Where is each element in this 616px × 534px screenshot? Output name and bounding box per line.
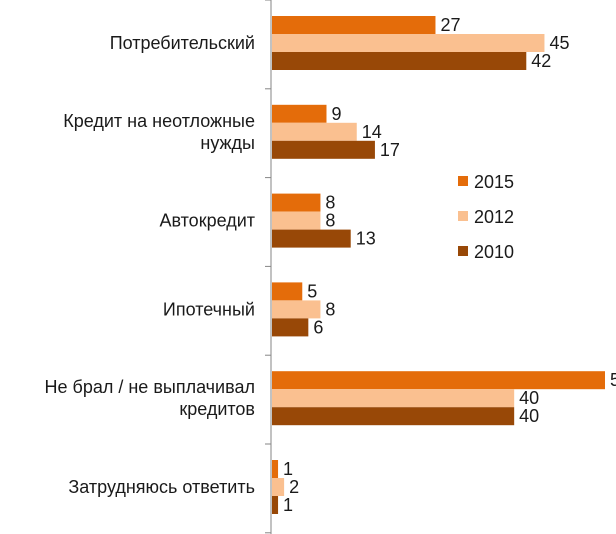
- legend-label: 2010: [474, 242, 514, 262]
- bar-2015: [272, 371, 605, 390]
- category-label-line: кредитов: [179, 399, 255, 419]
- bar-2010: [272, 496, 279, 514]
- value-label: 8: [325, 299, 335, 319]
- bar-2015: [272, 16, 436, 34]
- category-label-line: Ипотечный: [163, 299, 255, 319]
- category-label-line: нужды: [200, 133, 255, 153]
- bar-2012: [272, 34, 545, 52]
- value-label: 42: [531, 51, 551, 71]
- value-label: 6: [313, 317, 323, 337]
- value-label: 8: [325, 193, 335, 213]
- legend-label: 2012: [474, 207, 514, 227]
- value-label: 8: [325, 211, 335, 231]
- legend-label: 2015: [474, 172, 514, 192]
- axis: [265, 0, 272, 534]
- legend-swatch-2012: [458, 211, 468, 221]
- bar-2015: [272, 193, 321, 212]
- category-label: Автокредит: [159, 211, 255, 231]
- value-label: 9: [331, 104, 341, 124]
- bar-2012: [272, 211, 321, 230]
- legend: 2015 2012 2010: [458, 172, 514, 262]
- category-label-line: Кредит на неотложные: [63, 111, 255, 131]
- value-label: 40: [519, 388, 539, 408]
- category-label-line: Не брал / не выплачивал: [45, 377, 255, 397]
- bar-2010: [272, 407, 515, 426]
- bar-2010: [272, 52, 527, 70]
- category-label: Потребительский: [110, 33, 255, 53]
- category-label: Ипотечный: [163, 299, 255, 319]
- bar-2015: [272, 104, 327, 123]
- bar-2012: [272, 300, 321, 319]
- bar-2012: [272, 389, 515, 408]
- value-label: 13: [356, 229, 376, 249]
- value-label: 40: [519, 406, 539, 426]
- value-label: 2: [289, 477, 299, 497]
- bar-2012: [272, 122, 357, 141]
- category-label-line: Автокредит: [159, 211, 255, 231]
- legend-swatch-2015: [458, 176, 468, 186]
- bars: [272, 16, 605, 514]
- value-label: 27: [440, 15, 460, 35]
- value-label: 45: [549, 33, 569, 53]
- bar-2015: [272, 282, 303, 301]
- legend-swatch-2010: [458, 246, 468, 256]
- category-label-line: Потребительский: [110, 33, 255, 53]
- category-label: Не брал / не выплачивал кредитов: [45, 377, 255, 419]
- category-label: Кредит на неотложные нужды: [63, 111, 255, 153]
- bar-2015: [272, 460, 279, 478]
- bar-2010: [272, 318, 309, 337]
- bar-2010: [272, 229, 351, 248]
- bar-2010: [272, 140, 375, 159]
- category-label-line: Затрудняюсь ответить: [68, 477, 255, 497]
- bar-2012: [272, 478, 285, 496]
- value-label: 14: [362, 122, 382, 142]
- value-label: 5: [307, 281, 317, 301]
- value-label: 17: [380, 140, 400, 160]
- value-label: 1: [283, 459, 293, 479]
- value-label: 1: [283, 495, 293, 515]
- category-label: Затрудняюсь ответить: [68, 477, 255, 497]
- value-label: 55: [610, 370, 616, 390]
